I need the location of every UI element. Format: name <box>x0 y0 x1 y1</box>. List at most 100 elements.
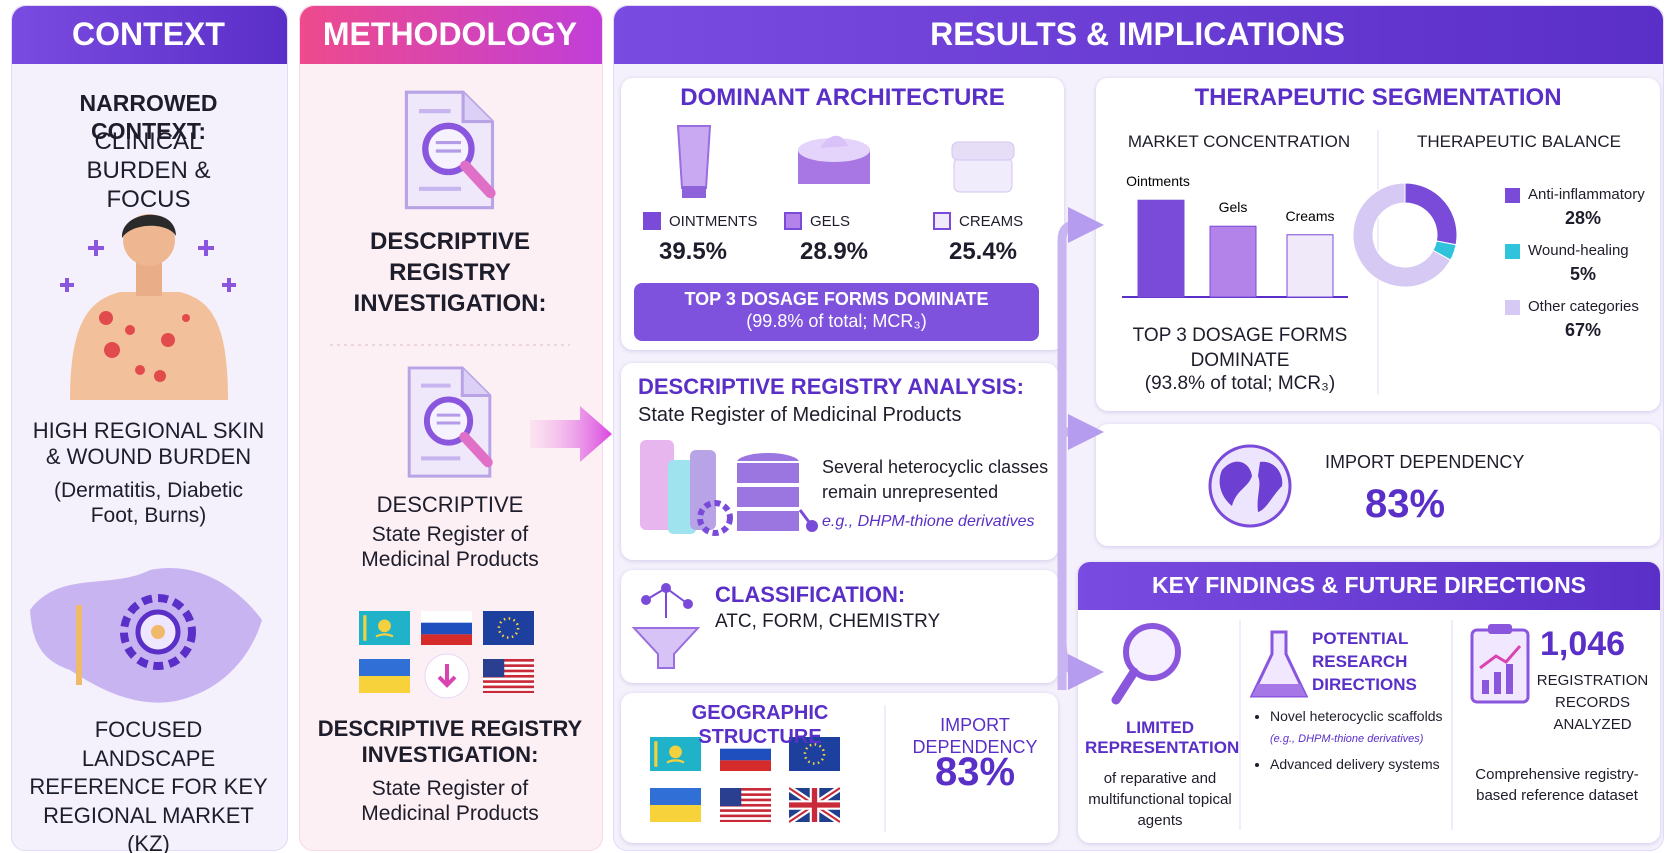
shape <box>1482 680 1489 694</box>
legend-value: 28% <box>1564 208 1602 228</box>
context-header <box>12 6 287 64</box>
bar-label: Creams <box>1285 208 1334 224</box>
flow-arrow <box>530 406 612 462</box>
shape <box>70 292 228 400</box>
magnifier-icon <box>1111 623 1181 705</box>
flag <box>789 788 840 822</box>
bar <box>1209 225 1257 298</box>
shape <box>682 186 706 198</box>
globe-icon <box>1208 444 1292 528</box>
method-flags <box>359 610 534 699</box>
flag <box>720 788 771 822</box>
shape <box>668 460 696 534</box>
bar-label: Gels <box>1219 199 1248 215</box>
balance-title: THERAPEUTIC BALANCE <box>1416 132 1622 151</box>
context-burden: HIGH REGIONAL SKIN & WOUND BURDEN <box>32 418 265 470</box>
records-value: 1,046 <box>1540 625 1626 663</box>
shape <box>1482 664 1513 694</box>
flag <box>359 659 410 693</box>
legend-name: Other categories <box>1528 298 1639 315</box>
market-title: MARKET CONCENTRATION <box>1127 132 1351 151</box>
classification-title: CLASSIFICATION: <box>715 582 906 607</box>
geo-flags <box>650 736 840 822</box>
shape <box>798 138 870 162</box>
shape <box>631 627 701 669</box>
context-focus: CLINICAL BURDEN & FOCUS <box>86 128 211 213</box>
legend-name: Anti-inflammatory <box>1528 186 1645 203</box>
research-title: POTENTIAL RESEARCH DIRECTIONS <box>1312 629 1417 694</box>
records-note: Comprehensive registry-based reference d… <box>1475 766 1639 804</box>
import-value: 83% <box>934 750 1016 794</box>
import-title: IMPORT DEPENDENCY <box>912 715 1038 757</box>
donut-chart <box>1352 182 1458 288</box>
findings-card <box>1078 562 1660 843</box>
map-icon <box>30 568 262 703</box>
shape <box>645 586 689 618</box>
legend-swatch <box>1505 188 1520 203</box>
shape <box>99 311 113 325</box>
context-panel <box>11 5 288 851</box>
shape <box>735 451 801 533</box>
shape <box>735 461 801 485</box>
shape <box>1479 645 1522 670</box>
shape <box>1123 623 1181 681</box>
flask-icon <box>1249 630 1309 698</box>
shape <box>120 594 196 670</box>
donut-segment <box>1352 182 1452 288</box>
shape <box>135 365 145 375</box>
form-swatch <box>643 212 661 230</box>
registry-title: DESCRIPTIVE REGISTRY ANALYSIS: <box>638 374 1024 399</box>
document-icon <box>406 92 492 208</box>
bar-chart: Ointments Gels Creams <box>1126 173 1335 298</box>
shape <box>953 157 1013 193</box>
flag <box>421 611 472 645</box>
shape <box>99 311 190 382</box>
context-burden-detail: (Dermatitis, Diabetic Foot, Burns) <box>53 479 244 528</box>
shape <box>1111 667 1139 705</box>
shape <box>697 500 733 536</box>
shape <box>151 625 165 639</box>
shape <box>1494 672 1501 694</box>
import-value: 83% <box>1364 482 1446 526</box>
donut-segment <box>1404 182 1458 246</box>
methodology-header <box>300 6 602 64</box>
bar <box>1286 234 1334 298</box>
research-list: Novel heterocyclic scaffolds (e.g., DHPM-… <box>1252 706 1460 775</box>
shape <box>798 509 814 527</box>
shape <box>1488 624 1512 634</box>
funnel-icon <box>631 583 701 669</box>
registry-icons <box>640 440 818 536</box>
clipboard-icon <box>1470 624 1530 704</box>
bar <box>1137 199 1185 298</box>
form-name: GELS <box>810 213 851 230</box>
results-header <box>614 6 1663 64</box>
registry-text: Several heterocyclic classes remain unre… <box>822 457 1049 503</box>
dominant-title: DOMINANT ARCHITECTURE <box>680 84 1005 111</box>
dominant-banner: TOP 3 DOSAGE FORMS DOMINATE (99.8% of tot… <box>634 283 1039 341</box>
legend-swatch <box>1505 300 1520 315</box>
research-item: Advanced delivery systems <box>1270 754 1460 775</box>
market-note-detail: (93.8% of total; MCR₃) <box>1144 373 1336 394</box>
form-value: 28.9% <box>799 238 869 265</box>
banner-text: TOP 3 DOSAGE FORMS DOMINATE <box>684 289 989 309</box>
form-name: OINTMENTS <box>669 213 758 230</box>
step-title: DESCRIPTIVE <box>376 492 524 517</box>
legend-value: 5% <box>1569 264 1596 284</box>
shape <box>76 605 82 685</box>
context-title: CONTEXT <box>72 16 225 52</box>
shape <box>690 450 716 530</box>
shape <box>161 333 175 347</box>
form-swatch <box>784 212 802 230</box>
findings-header <box>1078 562 1660 610</box>
shape <box>676 125 712 189</box>
research-item: Novel heterocyclic scaffolds (e.g., DHPM-… <box>1270 706 1460 748</box>
shape <box>735 509 801 533</box>
market-note: TOP 3 DOSAGE FORMS DOMINATE <box>1132 325 1348 371</box>
step-title: DESCRIPTIVE REGISTRY INVESTIGATION: <box>317 716 583 768</box>
shape <box>1057 207 1104 690</box>
patient-icon <box>60 214 236 400</box>
